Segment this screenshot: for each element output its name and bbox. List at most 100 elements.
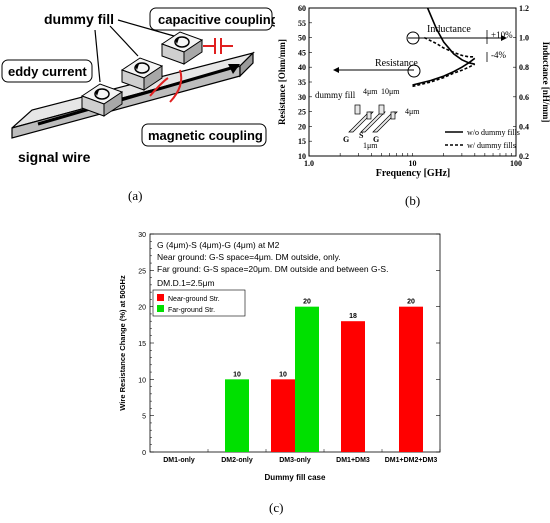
note-line-3: Far ground: G-S space=20μm. DM outside a…	[157, 264, 388, 274]
panel-b-ytick-left-label: 15	[298, 137, 306, 146]
legend-label-without: w/o dummy fills	[467, 128, 520, 137]
inset-g1: G	[343, 135, 349, 144]
note-line-2: Near ground: G-S space=4μm. DM outside, …	[157, 252, 341, 262]
caption-a: (a)	[128, 188, 142, 203]
panel-b-ytick-left-label: 20	[298, 122, 306, 131]
legend-label-far: Far-ground Str.	[168, 307, 215, 314]
panel-b-ytick-right-label: 0.2	[519, 152, 529, 161]
panel-c-ytick-label: 25	[138, 268, 146, 275]
bar-near-dm3-only	[271, 379, 295, 452]
panel-b: 1.0 10 100 10 15 20 25 30 35 40 45 50 55 60 0.2 0.4 0.6 0…	[275, 0, 550, 212]
panel-b-chart: 1.0 10 10010152025303540455055600.20.40.60…	[277, 4, 550, 208]
inset-space-1: 1μm	[363, 141, 378, 150]
series-resistance-without-dummy	[412, 57, 476, 86]
magnetic-coupling-arrows	[149, 69, 183, 103]
bar-value-label: 10	[279, 371, 287, 378]
panel-b-ytick-right-label: 0.6	[519, 93, 529, 102]
panel-b-ytick-left-label: 50	[298, 34, 306, 43]
panel-b-legend: w/o dummy fills w/ dummy fills	[445, 128, 520, 150]
annotation-inductance-arrowhead	[501, 35, 507, 41]
inset-width-4: 4μm	[363, 87, 378, 96]
bar-far-dm3-only	[295, 306, 319, 452]
panel-b-ytick-right-label: 0.8	[519, 63, 529, 72]
panel-b-ytick-left-label: 45	[298, 48, 306, 57]
panel-b-ytick-left-label: 30	[298, 93, 306, 102]
dummy-fill-box-right	[160, 31, 204, 65]
note-line-4: DM.D.1=2.5μm	[157, 278, 215, 288]
dummy-fill-box-left	[80, 83, 124, 117]
annotation-minus4: -4%	[491, 50, 506, 60]
bar-near-dm1-plus-dm2-plus-dm3	[399, 306, 423, 452]
label-box-eddy	[1, 59, 93, 83]
panel-c-category-label: DM2-only	[221, 457, 253, 464]
annotation-resistance: Resistance	[375, 58, 418, 69]
legend-swatch-far	[157, 305, 164, 312]
panel-b-ylabel-right: Inductance [nH/mm]	[541, 42, 550, 123]
panel-c-xlabel: Dummy fill case	[265, 473, 326, 482]
bar-far-dm2-only	[225, 379, 249, 452]
panel-c-ylabel: Wire Resistance Change (%) at 50GHz	[118, 275, 127, 411]
panel-b-ytick-left-label: 35	[298, 78, 306, 87]
panel-b-xtick-label: 1.0	[304, 159, 314, 168]
bar-near-dm1-plus-dm3	[341, 321, 365, 452]
panel-c-ytick-label: 20	[138, 305, 146, 312]
panel-c-legend: Near-ground Str. Far-ground Str.	[152, 289, 246, 317]
bar-value-label: 20	[303, 299, 311, 306]
inset-dummy-fill-label: dummy fill	[315, 90, 356, 100]
panel-b-ytick-left-label: 55	[298, 19, 306, 28]
dummy-fill-pointer-arrows	[94, 19, 175, 83]
panel-c-category-label: DM1+DM3	[336, 457, 370, 464]
panel-c-category-label: DM1-only	[163, 457, 195, 464]
legend-label-with: w/ dummy fills	[467, 141, 516, 150]
bar-value-label: 10	[233, 371, 241, 378]
label-capacitive-coupling: capacitive coupling	[158, 12, 275, 27]
panel-b-ytick-right-label: 1.2	[519, 4, 529, 13]
panel-b-series	[412, 7, 476, 88]
annotation-resistance-circle	[407, 64, 421, 78]
panel-c-ytick-label: 5	[142, 414, 146, 421]
panel-b-ytick-right-label: 1.0	[519, 34, 529, 43]
panel-c-category-label: DM1+DM2+DM3	[385, 457, 438, 464]
panel-c-category-label: DM3-only	[279, 457, 311, 464]
capacitor-symbol	[203, 38, 233, 54]
label-dummy-fill: dummy fill	[44, 11, 114, 27]
caption-c: (c)	[269, 500, 283, 515]
inset-structure: dummy fill 4μm 10μm 4μm 1μm G S G	[315, 87, 420, 150]
panel-c-notes: G (4μm)-S (4μm)-G (4μm) at M2 Near groun…	[157, 240, 388, 288]
panel-b-ylabel-left: Resistance [Ohm/mm]	[277, 39, 287, 125]
legend-box	[152, 289, 246, 317]
annotation-inductance: Inductance	[427, 24, 471, 35]
panel-c-ytick-label: 15	[138, 341, 146, 348]
series-inductance-with-dummy	[423, 36, 475, 58]
signal-wire-bar	[11, 51, 255, 139]
panel-c: 0 5 10 15 20 25 30 DM1-only DM2-only DM3-only DM1+…	[105, 222, 450, 518]
label-signal-wire: signal wire	[18, 149, 91, 165]
label-magnetic-coupling: magnetic coupling	[148, 128, 263, 143]
inset-s: S	[359, 131, 364, 140]
label-box-capacitive	[149, 7, 273, 31]
inset-g2: G	[373, 135, 379, 144]
panel-b-ticks: 1.0 10 10010152025303540455055600.20.40.60…	[298, 4, 529, 168]
annotation-plus10: +10%	[491, 30, 513, 40]
caption-b: (b)	[405, 193, 420, 208]
inset-width-10: 10μm	[381, 87, 400, 96]
panel-b-ytick-left-label: 10	[298, 152, 306, 161]
legend-swatch-near	[157, 294, 164, 301]
panel-c-ticks: 0 5 10 15 20 25 30 DM1-only DM2-only DM3-only DM1+…	[138, 232, 441, 464]
panel-c-ytick-label: 10	[138, 377, 146, 384]
dummy-fill-box-middle	[120, 57, 164, 91]
panel-b-xtick-label: 10	[409, 159, 417, 168]
panel-a: dummy fill capacitive coupling eddy curr…	[0, 0, 279, 205]
panel-a-diagram: dummy fill capacitive coupling eddy curr…	[1, 7, 279, 203]
annotation-inductance-circle	[406, 31, 420, 45]
panel-b-ytick-left-label: 25	[298, 108, 306, 117]
note-line-1: G (4μm)-S (4μm)-G (4μm) at M2	[157, 240, 280, 250]
panel-b-ytick-right-label: 0.4	[519, 122, 529, 131]
label-box-magnetic	[141, 123, 267, 147]
panel-c-bars: 10 10 20 18 20	[225, 299, 423, 452]
panel-b-ytick-left-label: 40	[298, 63, 306, 72]
panel-c-chart: 0 5 10 15 20 25 30 DM1-only DM2-only DM3-only DM1+…	[118, 232, 441, 515]
panel-b-plot-area	[308, 7, 517, 157]
inset-width-4-right: 4μm	[405, 107, 420, 116]
panel-b-xtick-label: 100	[510, 159, 522, 168]
